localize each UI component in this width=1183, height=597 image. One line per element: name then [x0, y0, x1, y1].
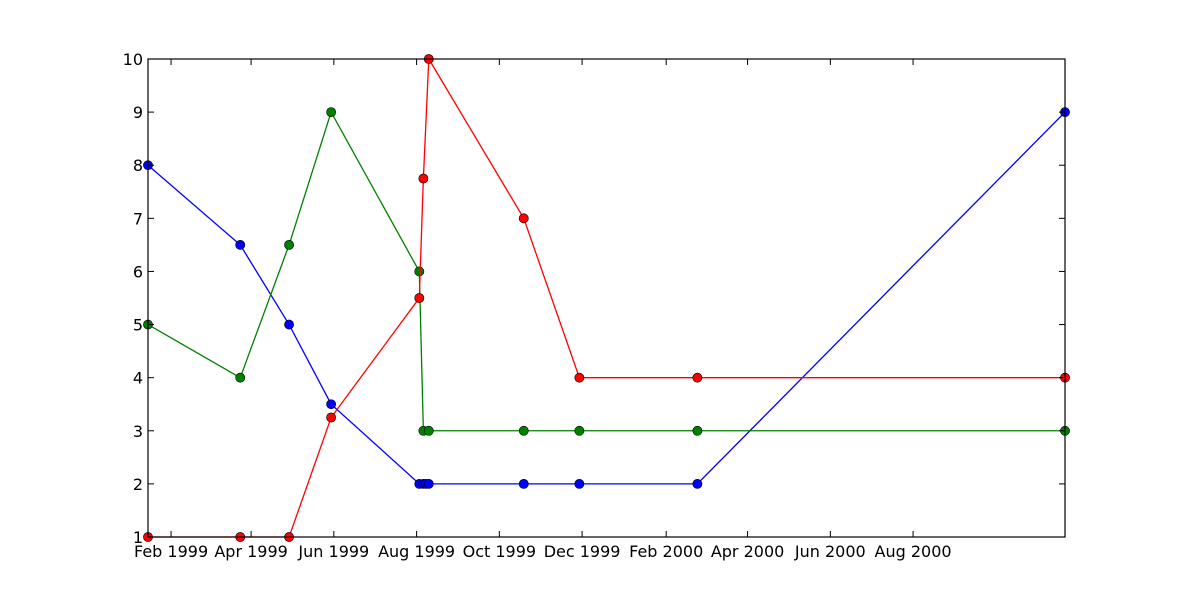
y-tick-label: 10: [123, 50, 143, 69]
series-0-point: [518, 478, 529, 489]
series-0-point: [326, 399, 337, 410]
series-2-point: [418, 173, 429, 184]
x-tick-label: Jun 1999: [297, 542, 369, 561]
x-tick-label: Oct 1999: [463, 542, 536, 561]
series-0-point: [423, 478, 434, 489]
series-1-point: [518, 425, 529, 436]
y-tick-label: 4: [133, 369, 143, 388]
x-tick-label: Apr 2000: [711, 542, 784, 561]
plot-area-background: [148, 59, 1065, 537]
plot-area-frame: [147, 58, 1066, 538]
y-tick-label: 8: [133, 156, 143, 175]
series-0-point: [692, 478, 703, 489]
series-1-point: [326, 107, 337, 118]
series-0-point: [284, 319, 294, 330]
series-2-point: [692, 372, 703, 383]
y-tick-label: 2: [133, 475, 143, 494]
series-1-point: [235, 372, 246, 383]
y-tick-label: 5: [133, 316, 143, 335]
label-layer: 1 2 3 4 5 6 7 8 9 10 Feb 1999 Apr 1999 Jun 1999 Aug 1…: [123, 50, 952, 561]
series-2-point: [518, 213, 529, 224]
series-1-point: [692, 425, 703, 436]
series-0-point: [235, 239, 246, 250]
y-tick-label: 1: [133, 528, 143, 547]
x-tick-label: Apr 1999: [214, 542, 287, 561]
series-1-point: [423, 425, 434, 436]
series-1-point: [574, 425, 585, 436]
x-tick-label: Aug 1999: [378, 542, 455, 561]
x-tick-label: Feb 2000: [629, 542, 703, 561]
y-tick-label: 3: [133, 422, 143, 441]
y-tick-label: 9: [133, 103, 143, 122]
x-tick-label: Feb 1999: [134, 542, 208, 561]
series-2-point: [326, 412, 337, 423]
y-tick-label: 7: [133, 209, 143, 228]
series-1-point: [284, 239, 294, 250]
series-1-point: [414, 266, 425, 277]
series-2-point: [414, 293, 425, 303]
x-tick-label: Jun 2000: [794, 542, 866, 561]
series-0-point: [574, 478, 585, 489]
x-tick-label: Dec 1999: [544, 542, 621, 561]
series-2-point: [574, 372, 585, 383]
y-tick-label: 6: [133, 262, 143, 281]
series-0: [143, 107, 1070, 489]
x-tick-label: Aug 2000: [875, 542, 952, 561]
